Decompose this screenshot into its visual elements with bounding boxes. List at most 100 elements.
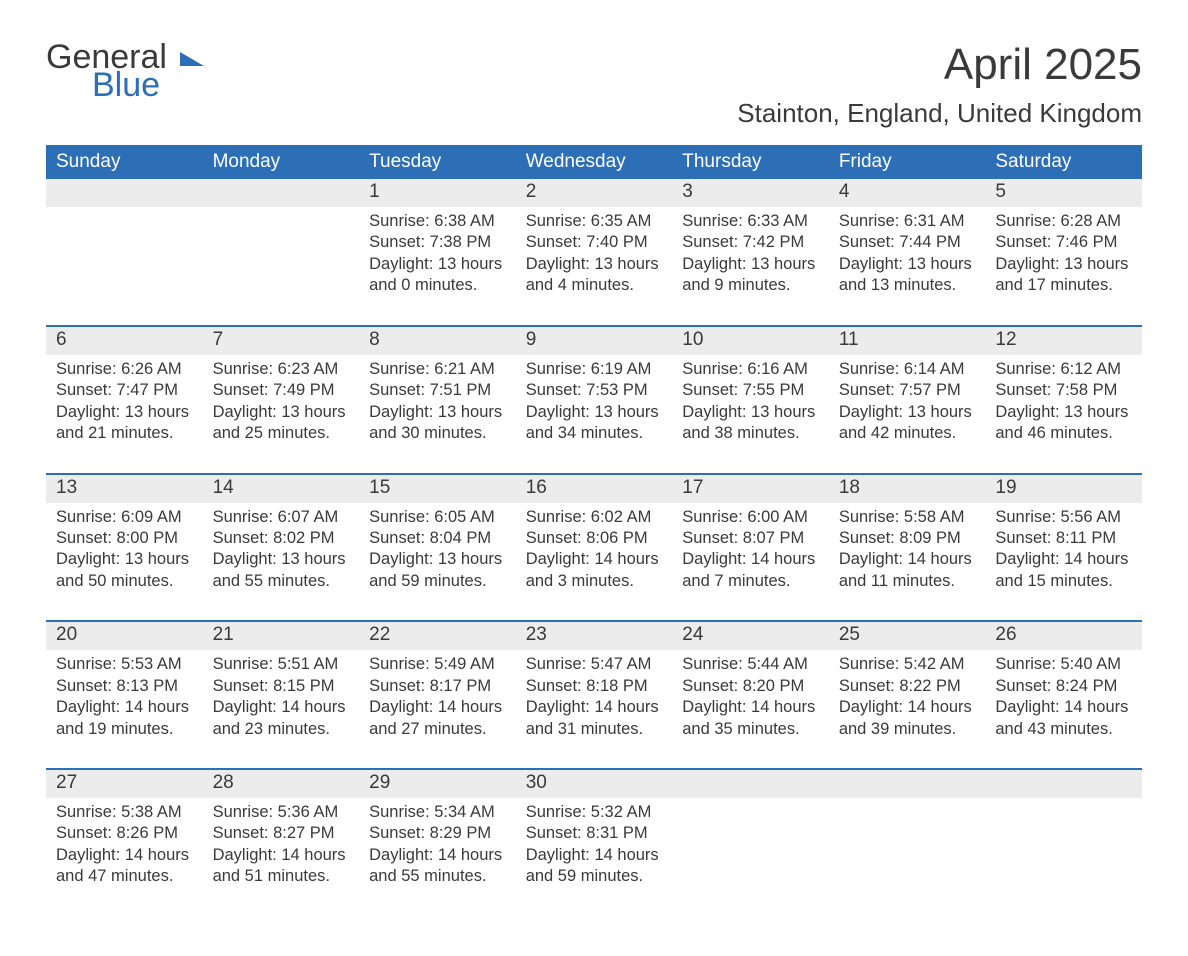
calendar-day-cell: 2Sunrise: 6:35 AMSunset: 7:40 PMDaylight… bbox=[516, 179, 673, 326]
sunrise-text: Sunrise: 6:35 AM bbox=[526, 211, 663, 232]
day-number: 4 bbox=[829, 179, 986, 207]
calendar-day-cell: 16Sunrise: 6:02 AMSunset: 8:06 PMDayligh… bbox=[516, 474, 673, 622]
sunrise-text: Sunrise: 6:23 AM bbox=[213, 359, 350, 380]
day-number: 11 bbox=[829, 327, 986, 355]
calendar-day-cell: 9Sunrise: 6:19 AMSunset: 7:53 PMDaylight… bbox=[516, 326, 673, 474]
sunset-text: Sunset: 8:20 PM bbox=[682, 676, 819, 697]
sunset-text: Sunset: 8:27 PM bbox=[213, 823, 350, 844]
logo-line2: Blue bbox=[92, 68, 208, 102]
day-number bbox=[672, 770, 829, 798]
calendar-day-cell: 1Sunrise: 6:38 AMSunset: 7:38 PMDaylight… bbox=[359, 179, 516, 326]
sunset-text: Sunset: 8:22 PM bbox=[839, 676, 976, 697]
daylight-text: Daylight: 13 hours and 13 minutes. bbox=[839, 254, 976, 297]
daylight-text: Daylight: 13 hours and 9 minutes. bbox=[682, 254, 819, 297]
weekday-header: Wednesday bbox=[516, 145, 673, 179]
calendar-day-cell: 14Sunrise: 6:07 AMSunset: 8:02 PMDayligh… bbox=[203, 474, 360, 622]
sunrise-text: Sunrise: 6:05 AM bbox=[369, 507, 506, 528]
daylight-text: Daylight: 13 hours and 59 minutes. bbox=[369, 549, 506, 592]
day-details: Sunrise: 5:38 AMSunset: 8:26 PMDaylight:… bbox=[46, 798, 203, 916]
day-details bbox=[985, 798, 1142, 894]
sunset-text: Sunset: 8:04 PM bbox=[369, 528, 506, 549]
sunrise-text: Sunrise: 6:09 AM bbox=[56, 507, 193, 528]
sunset-text: Sunset: 7:57 PM bbox=[839, 380, 976, 401]
sunrise-text: Sunrise: 6:02 AM bbox=[526, 507, 663, 528]
day-details: Sunrise: 6:07 AMSunset: 8:02 PMDaylight:… bbox=[203, 503, 360, 621]
day-number bbox=[46, 179, 203, 207]
calendar-day-cell: 28Sunrise: 5:36 AMSunset: 8:27 PMDayligh… bbox=[203, 769, 360, 916]
sunrise-text: Sunrise: 6:28 AM bbox=[995, 211, 1132, 232]
day-details: Sunrise: 6:12 AMSunset: 7:58 PMDaylight:… bbox=[985, 355, 1142, 473]
daylight-text: Daylight: 13 hours and 46 minutes. bbox=[995, 402, 1132, 445]
day-number: 26 bbox=[985, 622, 1142, 650]
calendar-week-row: 1Sunrise: 6:38 AMSunset: 7:38 PMDaylight… bbox=[46, 179, 1142, 326]
weekday-header: Thursday bbox=[672, 145, 829, 179]
calendar-day-cell: 17Sunrise: 6:00 AMSunset: 8:07 PMDayligh… bbox=[672, 474, 829, 622]
daylight-text: Daylight: 14 hours and 51 minutes. bbox=[213, 845, 350, 888]
sunrise-text: Sunrise: 5:32 AM bbox=[526, 802, 663, 823]
day-details: Sunrise: 6:23 AMSunset: 7:49 PMDaylight:… bbox=[203, 355, 360, 473]
day-details: Sunrise: 6:33 AMSunset: 7:42 PMDaylight:… bbox=[672, 207, 829, 325]
sunrise-text: Sunrise: 5:42 AM bbox=[839, 654, 976, 675]
day-number: 28 bbox=[203, 770, 360, 798]
day-details: Sunrise: 6:31 AMSunset: 7:44 PMDaylight:… bbox=[829, 207, 986, 325]
calendar-week-row: 27Sunrise: 5:38 AMSunset: 8:26 PMDayligh… bbox=[46, 769, 1142, 916]
sunset-text: Sunset: 7:55 PM bbox=[682, 380, 819, 401]
day-number: 15 bbox=[359, 475, 516, 503]
sunrise-text: Sunrise: 5:34 AM bbox=[369, 802, 506, 823]
sunset-text: Sunset: 8:18 PM bbox=[526, 676, 663, 697]
location: Stainton, England, United Kingdom bbox=[737, 98, 1142, 129]
sunrise-text: Sunrise: 6:07 AM bbox=[213, 507, 350, 528]
daylight-text: Daylight: 14 hours and 19 minutes. bbox=[56, 697, 193, 740]
day-number bbox=[985, 770, 1142, 798]
sunset-text: Sunset: 7:58 PM bbox=[995, 380, 1132, 401]
sunset-text: Sunset: 8:13 PM bbox=[56, 676, 193, 697]
day-details: Sunrise: 5:36 AMSunset: 8:27 PMDaylight:… bbox=[203, 798, 360, 916]
calendar-day-cell: 11Sunrise: 6:14 AMSunset: 7:57 PMDayligh… bbox=[829, 326, 986, 474]
sunrise-text: Sunrise: 5:49 AM bbox=[369, 654, 506, 675]
calendar-day-cell: 4Sunrise: 6:31 AMSunset: 7:44 PMDaylight… bbox=[829, 179, 986, 326]
daylight-text: Daylight: 14 hours and 7 minutes. bbox=[682, 549, 819, 592]
day-details: Sunrise: 5:58 AMSunset: 8:09 PMDaylight:… bbox=[829, 503, 986, 621]
day-number: 27 bbox=[46, 770, 203, 798]
sunrise-text: Sunrise: 6:38 AM bbox=[369, 211, 506, 232]
sunset-text: Sunset: 8:09 PM bbox=[839, 528, 976, 549]
sunset-text: Sunset: 7:49 PM bbox=[213, 380, 350, 401]
day-details bbox=[829, 798, 986, 894]
day-number bbox=[829, 770, 986, 798]
sunset-text: Sunset: 8:00 PM bbox=[56, 528, 193, 549]
daylight-text: Daylight: 14 hours and 31 minutes. bbox=[526, 697, 663, 740]
sunrise-text: Sunrise: 5:47 AM bbox=[526, 654, 663, 675]
day-details: Sunrise: 5:47 AMSunset: 8:18 PMDaylight:… bbox=[516, 650, 673, 768]
day-number: 1 bbox=[359, 179, 516, 207]
day-number: 17 bbox=[672, 475, 829, 503]
day-number: 24 bbox=[672, 622, 829, 650]
day-details: Sunrise: 5:40 AMSunset: 8:24 PMDaylight:… bbox=[985, 650, 1142, 768]
sunset-text: Sunset: 8:31 PM bbox=[526, 823, 663, 844]
sunrise-text: Sunrise: 6:16 AM bbox=[682, 359, 819, 380]
calendar-day-cell: 13Sunrise: 6:09 AMSunset: 8:00 PMDayligh… bbox=[46, 474, 203, 622]
daylight-text: Daylight: 14 hours and 23 minutes. bbox=[213, 697, 350, 740]
daylight-text: Daylight: 13 hours and 0 minutes. bbox=[369, 254, 506, 297]
weekday-header: Saturday bbox=[985, 145, 1142, 179]
calendar-day-cell: 24Sunrise: 5:44 AMSunset: 8:20 PMDayligh… bbox=[672, 621, 829, 769]
day-number: 25 bbox=[829, 622, 986, 650]
calendar-day-cell: 10Sunrise: 6:16 AMSunset: 7:55 PMDayligh… bbox=[672, 326, 829, 474]
sunset-text: Sunset: 7:40 PM bbox=[526, 232, 663, 253]
calendar-day-cell: 21Sunrise: 5:51 AMSunset: 8:15 PMDayligh… bbox=[203, 621, 360, 769]
day-number: 13 bbox=[46, 475, 203, 503]
day-details: Sunrise: 6:05 AMSunset: 8:04 PMDaylight:… bbox=[359, 503, 516, 621]
day-details: Sunrise: 6:19 AMSunset: 7:53 PMDaylight:… bbox=[516, 355, 673, 473]
sunset-text: Sunset: 7:51 PM bbox=[369, 380, 506, 401]
day-number: 30 bbox=[516, 770, 673, 798]
daylight-text: Daylight: 14 hours and 35 minutes. bbox=[682, 697, 819, 740]
weekday-header: Sunday bbox=[46, 145, 203, 179]
calendar-day-cell: 20Sunrise: 5:53 AMSunset: 8:13 PMDayligh… bbox=[46, 621, 203, 769]
day-number: 29 bbox=[359, 770, 516, 798]
daylight-text: Daylight: 14 hours and 3 minutes. bbox=[526, 549, 663, 592]
calendar-day-cell bbox=[829, 769, 986, 916]
sunset-text: Sunset: 8:26 PM bbox=[56, 823, 193, 844]
day-number: 14 bbox=[203, 475, 360, 503]
calendar-week-row: 13 Sunrise: 6:09 AMSunset: 8:00 PM Dayligh… bbox=[46, 474, 1142, 622]
sunset-text: Sunset: 7:46 PM bbox=[995, 232, 1132, 253]
daylight-text: Daylight: 14 hours and 59 minutes. bbox=[526, 845, 663, 888]
